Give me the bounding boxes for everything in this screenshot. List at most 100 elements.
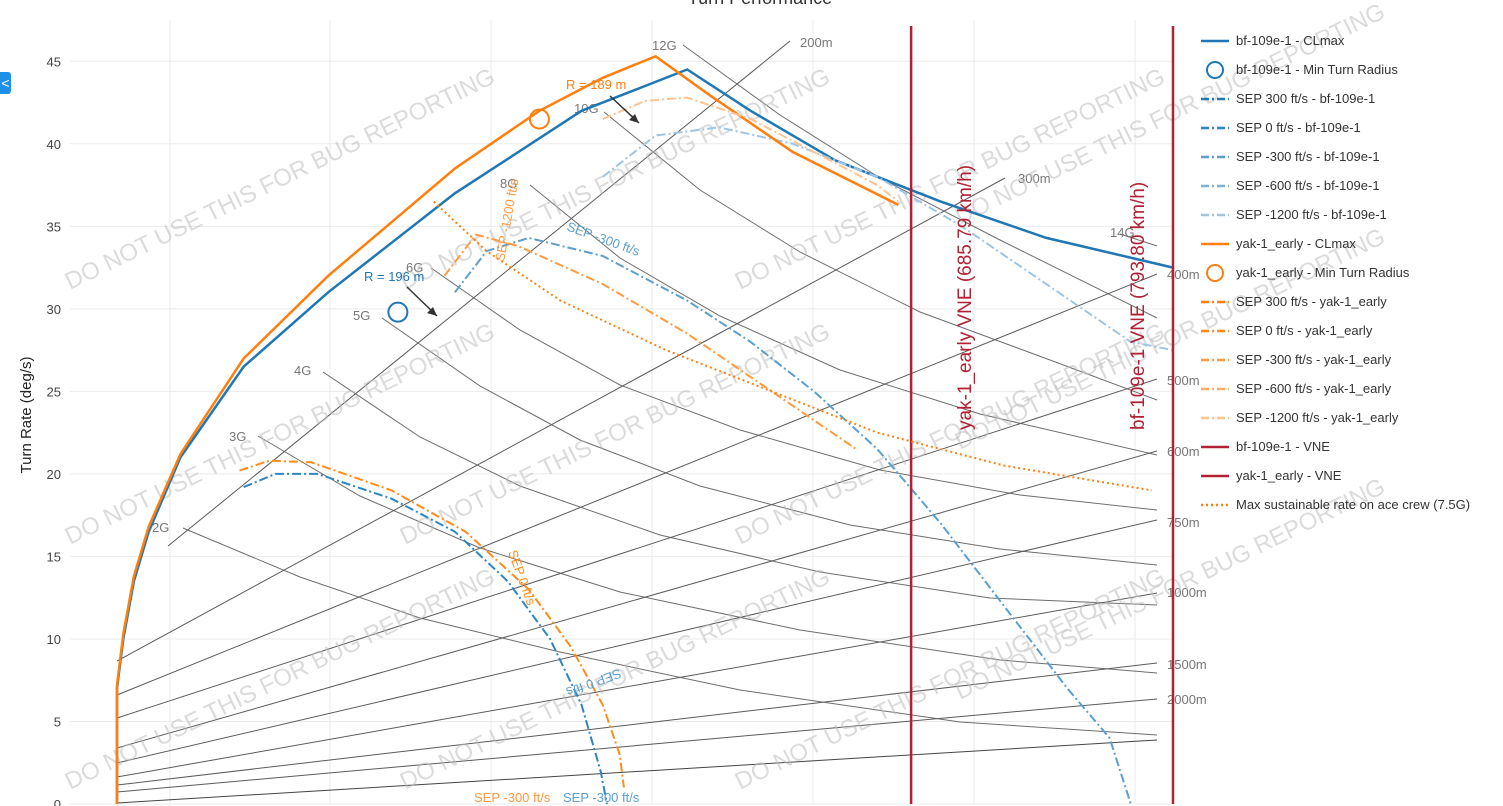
legend-item[interactable]: bf-109e-1 - Min Turn Radius	[1206, 61, 1398, 79]
legend[interactable]: bf-109e-1 - CLmax bf-109e-1 - Min Turn Ra…	[1201, 33, 1470, 512]
legend-label: SEP -300 ft/s - yak-1_early	[1236, 352, 1392, 367]
radius-reference-line	[167, 40, 791, 547]
min-turn-radius-marker	[528, 108, 550, 130]
g-reference-line	[182, 527, 1158, 736]
legend-item[interactable]: SEP 300 ft/s - yak-1_early	[1201, 294, 1387, 309]
radius-reference-line	[116, 519, 1158, 764]
series-line-13	[602, 96, 900, 203]
radius-reference-line	[116, 592, 1158, 778]
yak-vne-label: yak-1_early VNE (685.79 km/h)	[955, 165, 976, 430]
g-reference-label: 3G	[229, 429, 246, 444]
series-line-7	[115, 54, 899, 804]
g-reference-line	[257, 435, 1158, 674]
radius-reference-line	[116, 662, 1158, 786]
y-tick-label: 30	[47, 302, 61, 317]
g-reference-label: 2G	[152, 520, 169, 535]
g-reference-line	[603, 111, 1158, 401]
radius-reference-label: 200m	[800, 35, 833, 50]
g-reference-label: 8G	[500, 176, 517, 191]
y-axis-label: Turn Rate (deg/s)	[18, 357, 35, 474]
series-line-10	[239, 459, 625, 788]
legend-item[interactable]: SEP -1200 ft/s - yak-1_early	[1201, 410, 1399, 425]
g-reference-line	[381, 317, 1158, 566]
reference-lines: 2G3G4G5G6G8G10G12G14G200m300m400m500m600…	[116, 35, 1207, 804]
legend-item[interactable]: SEP -300 ft/s - yak-1_early	[1201, 352, 1392, 367]
radius-reference-line	[116, 177, 1006, 662]
g-reference-label: 14G	[1110, 225, 1135, 240]
radius-reference-label: 400m	[1167, 267, 1200, 282]
legend-item[interactable]: SEP 300 ft/s - bf-109e-1	[1201, 91, 1375, 106]
radius-reference-line	[116, 273, 1158, 696]
g-reference-label: 5G	[353, 308, 370, 323]
legend-item[interactable]: bf-109e-1 - VNE	[1201, 439, 1330, 454]
legend-item[interactable]: SEP -300 ft/s - bf-109e-1	[1201, 149, 1380, 164]
y-tick-label: 0	[54, 797, 61, 806]
legend-label: SEP -1200 ft/s - bf-109e-1	[1236, 207, 1387, 222]
legend-label: SEP -300 ft/s - bf-109e-1	[1236, 149, 1380, 164]
legend-label: SEP 0 ft/s - bf-109e-1	[1236, 120, 1361, 135]
legend-label: bf-109e-1 - Min Turn Radius	[1236, 62, 1398, 77]
bf-min-radius-label: R = 196 m	[364, 269, 424, 284]
legend-item[interactable]: SEP 0 ft/s - bf-109e-1	[1201, 120, 1361, 135]
y-tick-label: 5	[54, 714, 61, 729]
g-reference-label: 6G	[406, 260, 423, 275]
legend-item[interactable]: SEP -600 ft/s - yak-1_early	[1201, 381, 1392, 396]
legend-label: SEP -600 ft/s - yak-1_early	[1236, 381, 1392, 396]
y-tick-label: 35	[47, 219, 61, 234]
radius-reference-label: 300m	[1018, 171, 1051, 186]
legend-item[interactable]: SEP 0 ft/s - yak-1_early	[1201, 323, 1373, 338]
radius-reference-label: 500m	[1167, 373, 1200, 388]
g-reference-line	[430, 267, 1158, 511]
annotation-arrowhead	[427, 307, 437, 316]
legend-item[interactable]: yak-1_early - Min Turn Radius	[1206, 264, 1410, 282]
legend-label: yak-1_early - VNE	[1236, 468, 1342, 483]
legend-marker	[1206, 61, 1224, 79]
y-axis: 0 5 10 15 20 25 30 35 40 45	[47, 54, 61, 806]
g-reference-label: 4G	[294, 363, 311, 378]
legend-marker	[1206, 264, 1224, 282]
legend-item[interactable]: SEP -600 ft/s - bf-109e-1	[1201, 178, 1380, 193]
radius-reference-label: 1000m	[1167, 585, 1207, 600]
legend-label: Max sustainable rate on ace crew (7.5G)	[1236, 497, 1470, 512]
y-tick-label: 10	[47, 632, 61, 647]
legend-label: SEP -1200 ft/s - yak-1_early	[1236, 410, 1399, 425]
g-reference-line	[322, 371, 1158, 606]
legend-label: yak-1_early - Min Turn Radius	[1236, 265, 1410, 280]
series-line-11	[443, 233, 857, 450]
legend-item[interactable]: SEP -1200 ft/s - bf-109e-1	[1201, 207, 1387, 222]
sep-curve-label: SEP -300 ft/s	[565, 219, 642, 259]
legend-label: SEP -600 ft/s - bf-109e-1	[1236, 178, 1380, 193]
legend-item[interactable]: yak-1_early - VNE	[1201, 468, 1342, 483]
min-turn-radius-marker	[387, 301, 409, 323]
sidebar-toggle-button[interactable]: <	[0, 72, 11, 94]
yak-min-radius-label: R = 189 m	[566, 77, 626, 92]
legend-label: bf-109e-1 - VNE	[1236, 439, 1330, 454]
radius-reference-line	[116, 739, 1158, 804]
radius-reference-label: 1500m	[1167, 657, 1207, 672]
sep-stack-label: SEP -300 ft/s	[474, 790, 551, 805]
legend-label: SEP 0 ft/s - yak-1_early	[1236, 323, 1373, 338]
chart-title: Turn Performance	[688, 0, 832, 8]
series-layer	[115, 26, 1175, 805]
legend-label: SEP 300 ft/s - yak-1_early	[1236, 294, 1387, 309]
g-reference-label: 12G	[652, 38, 677, 53]
y-tick-label: 40	[47, 137, 61, 152]
series-line-6	[602, 126, 1174, 352]
radius-reference-line	[116, 378, 1158, 719]
radius-reference-label: 750m	[1167, 515, 1200, 530]
g-reference-line	[1119, 233, 1158, 247]
bf-vne-label: bf-109e-1 VNE (793.80 km/h)	[1128, 182, 1149, 430]
legend-item[interactable]: yak-1_early - CLmax	[1201, 236, 1356, 251]
legend-label: bf-109e-1 - CLmax	[1236, 33, 1345, 48]
sep-stack-label: SEP -300 ft/s	[563, 790, 640, 805]
radius-reference-label: 600m	[1167, 444, 1200, 459]
legend-item[interactable]: bf-109e-1 - CLmax	[1201, 33, 1345, 48]
legend-item[interactable]: Max sustainable rate on ace crew (7.5G)	[1201, 497, 1470, 512]
grid	[70, 20, 1173, 805]
radius-reference-line	[116, 698, 1158, 793]
radius-reference-label: 2000m	[1167, 692, 1207, 707]
series-line-3	[243, 472, 608, 805]
legend-label: SEP 300 ft/s - bf-109e-1	[1236, 91, 1375, 106]
g-reference-line	[529, 184, 1158, 456]
